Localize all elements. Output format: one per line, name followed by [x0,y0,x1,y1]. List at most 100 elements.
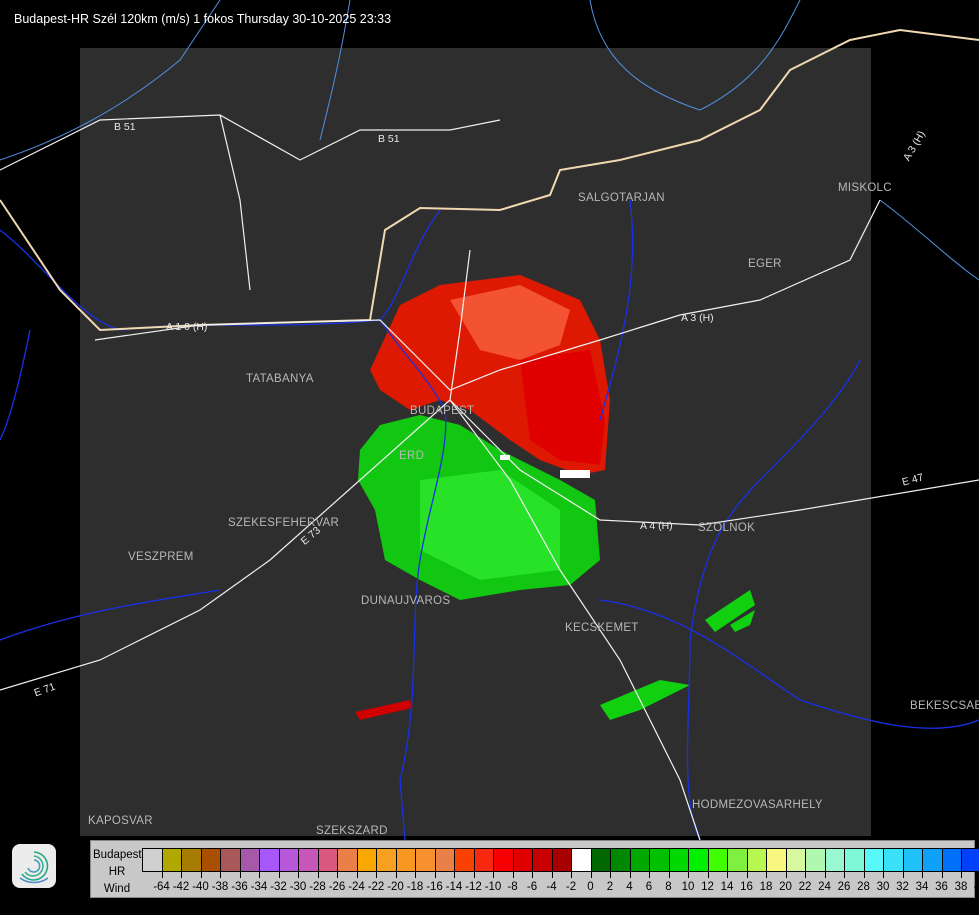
legend-swatch [299,849,319,871]
legend-tick [454,871,455,878]
legend-tick-label: 6 [645,881,653,893]
road-label-a10: A 1 0 (H) [166,321,208,333]
legend-tick [668,871,670,878]
city-label-szekszard: SZEKSZARD [316,825,388,837]
city-label-kecskemet: KECSKEMET [565,622,639,634]
legend-swatch [689,849,709,871]
legend-ticks: -64 -42 -40 -38 -36 -34 -32 -30 -28 -26 -24 -22 -20-… [142,871,979,901]
road-label-a4: A 4 (H) [640,520,673,532]
legend-tick-label: -32 [270,881,287,893]
legend-tick [512,871,514,878]
legend-tick-label: -6 [526,881,538,893]
legend-tick-label: 12 [701,881,714,893]
legend-swatch [279,849,299,871]
legend-swatch [864,849,884,871]
legend-swatch [767,849,787,871]
city-label-erd: ERD [399,450,425,462]
legend-swatch [221,849,241,871]
city-label-szekesfehervar: SZEKESFEHERVAR [228,517,340,529]
echo-receding-light [450,285,570,360]
legend-tick-label: 4 [626,881,633,893]
legend-quantity: Wind [103,883,131,895]
legend-tick [298,871,299,878]
echo-white-points [500,455,590,478]
legend-tick [259,871,260,878]
legend-tick [844,871,845,878]
legend-tick-label: -10 [484,881,502,893]
legend-tick [766,871,767,878]
legend-tick [376,871,377,878]
legend-tick-label: 20 [779,881,792,893]
legend-tick [415,871,416,878]
legend-title: Budapest-HR Wind m/s [93,847,146,915]
legend-radar-name: Budapest-HR [93,849,146,878]
legend-tick [395,871,397,878]
legend-swatch [474,849,494,871]
legend-tick [746,871,748,878]
legend-tick-label: -14 [445,881,463,893]
legend-swatch [806,849,826,871]
legend-tick-label: 34 [915,881,929,893]
legend-tick [551,871,553,878]
legend-tick-label: 36 [935,881,948,893]
legend-tick-label: -40 [192,881,209,893]
legend-swatch [552,849,572,871]
legend-tick [434,871,436,878]
legend-tick [493,871,494,878]
legend-swatch [942,849,962,871]
legend-tick-label: -38 [211,881,229,893]
rivers [0,199,979,841]
legend-tick [239,871,241,878]
legend-tick-label: 24 [818,881,831,893]
city-label-bekescsaba: BEKESCSABA [910,700,979,712]
legend-tick-label: 2 [606,881,614,893]
legend-tick [805,871,806,878]
echo-red-streak [355,700,412,720]
legend-swatch [533,849,553,871]
legend-tick [785,871,787,878]
legend-tick-label: -30 [289,881,307,893]
legend-tick [961,871,962,878]
legend-tick-label: -22 [367,881,385,893]
legend-tick-label: -18 [406,881,424,893]
city-label-tatabanya: TATABANYA [246,373,314,385]
legend-tick-label: 22 [798,881,812,893]
legend-swatch [338,849,358,871]
legend-tick [161,871,163,878]
legend-swatch [786,849,806,871]
legend-tick-label: -12 [465,881,482,893]
legend-swatch [201,849,221,871]
legend-swatch [240,849,260,871]
legend-tick-label: 14 [720,881,734,893]
legend-swatch [903,849,923,871]
legend-tick [200,871,202,878]
road-label-b51-east: B 51 [378,133,400,145]
legend-tick [883,871,884,878]
legend-tick [649,871,650,878]
swirl-logo-icon [12,844,56,888]
legend-tick-label: 40 [974,881,979,893]
echo-approaching-bright [420,470,560,580]
legend-swatch [357,849,377,871]
legend-tick [473,871,475,878]
legend-swatch [435,849,455,871]
legend-tick-label: 26 [837,881,851,893]
legend-swatch [591,849,611,871]
city-label-salgotarjan: SALGOTARJAN [578,192,665,204]
legend-tick [629,871,631,878]
legend-tick-label: -34 [250,881,268,893]
legend-swatch [513,849,533,871]
legend-tick [356,871,358,878]
road-label-b51-west: B 51 [114,121,136,133]
echo-receding-dark [520,350,605,465]
city-label-szolnok: SZOLNOK [698,522,756,534]
legend-tick-label: -24 [348,881,365,893]
legend-tick [941,871,943,878]
legend-swatches [142,848,979,872]
legend-swatch [747,849,767,871]
legend-swatch [494,849,514,871]
legend-tick-label: 28 [857,881,870,893]
legend-tick-label: 30 [876,881,890,893]
borders [0,0,979,281]
